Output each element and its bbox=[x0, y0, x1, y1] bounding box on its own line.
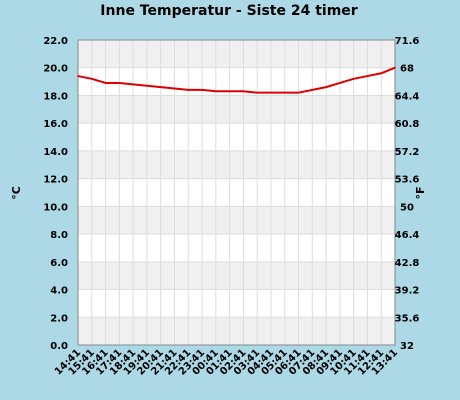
y-tick-label: 10.0 bbox=[43, 202, 68, 213]
plot-band bbox=[78, 206, 395, 235]
y2-tick-label: 68 bbox=[400, 64, 414, 75]
y-axis-right-ticks: 32 35.6 39.2 42.8 46.4 50 53.6 57.2 60.8 64.4 68 71… bbox=[395, 36, 420, 352]
data-point bbox=[201, 89, 203, 91]
y-axis-left-label: °C bbox=[10, 186, 23, 200]
y2-tick-label: 39.2 bbox=[395, 286, 420, 297]
y-tick-label: 2.0 bbox=[50, 313, 68, 324]
plot-bands bbox=[78, 40, 395, 345]
y2-tick-label: 60.8 bbox=[395, 119, 420, 130]
data-point bbox=[90, 78, 93, 80]
plot-band bbox=[78, 317, 395, 345]
y2-tick-label: 50 bbox=[400, 202, 414, 213]
data-point bbox=[146, 84, 148, 87]
data-point bbox=[352, 78, 355, 80]
y2-tick-label: 46.4 bbox=[395, 230, 420, 241]
data-point bbox=[256, 91, 258, 94]
plot-band bbox=[78, 234, 395, 262]
x-axis-ticks: 14:4115:4116:4117:4118:4119:4120:4121:41… bbox=[53, 347, 400, 377]
data-point bbox=[325, 86, 327, 88]
data-point bbox=[366, 75, 369, 77]
data-point bbox=[380, 72, 383, 75]
data-point bbox=[394, 66, 396, 69]
y2-tick-label: 71.6 bbox=[395, 36, 420, 47]
y-axis-left-ticks: 0.0 2.0 4.0 6.0 8.0 10.0 12.0 14.0 16.0 18.0 20.0 2… bbox=[43, 36, 68, 352]
y-tick-label: 14.0 bbox=[43, 147, 68, 158]
plot-band bbox=[78, 289, 395, 318]
data-point bbox=[104, 82, 107, 84]
data-point bbox=[173, 87, 176, 90]
y-tick-label: 16.0 bbox=[43, 119, 68, 130]
data-point bbox=[297, 91, 300, 94]
y2-tick-label: 35.6 bbox=[395, 313, 420, 324]
data-point bbox=[228, 90, 231, 93]
series-group bbox=[77, 66, 396, 94]
y2-tick-label: 42.8 bbox=[395, 258, 420, 269]
y-tick-label: 0.0 bbox=[50, 341, 68, 352]
series-line bbox=[77, 66, 396, 94]
y-tick-label: 18.0 bbox=[43, 91, 68, 102]
y-axis-right-label: °F bbox=[414, 186, 427, 199]
data-point bbox=[118, 82, 121, 84]
data-point bbox=[242, 90, 245, 93]
plot-band bbox=[78, 95, 395, 124]
data-point bbox=[215, 90, 217, 93]
y-tick-label: 22.0 bbox=[43, 36, 68, 47]
plot-band bbox=[78, 40, 395, 68]
data-point bbox=[77, 75, 79, 77]
data-point bbox=[159, 86, 162, 88]
y2-tick-label: 64.4 bbox=[395, 91, 420, 102]
plot-band bbox=[78, 178, 395, 207]
y2-tick-label: 53.6 bbox=[395, 175, 420, 186]
plot-band bbox=[78, 150, 395, 179]
y2-tick-label: 32 bbox=[400, 341, 414, 352]
plot-band bbox=[78, 261, 395, 290]
y2-tick-label: 57.2 bbox=[395, 147, 420, 158]
data-point bbox=[283, 91, 286, 94]
y-tick-label: 6.0 bbox=[50, 258, 68, 269]
data-point bbox=[270, 91, 272, 94]
plot-band bbox=[78, 123, 395, 151]
y-tick-label: 12.0 bbox=[43, 175, 68, 186]
plot-frame bbox=[77, 39, 396, 346]
data-point bbox=[132, 83, 134, 86]
data-point bbox=[339, 82, 341, 84]
data-point bbox=[311, 89, 314, 91]
y-tick-label: 20.0 bbox=[43, 64, 68, 75]
data-point bbox=[187, 89, 190, 91]
chart-title: Inne Temperatur - Siste 24 timer bbox=[100, 3, 357, 19]
y-tick-label: 4.0 bbox=[50, 286, 68, 297]
y-tick-label: 8.0 bbox=[50, 230, 68, 241]
